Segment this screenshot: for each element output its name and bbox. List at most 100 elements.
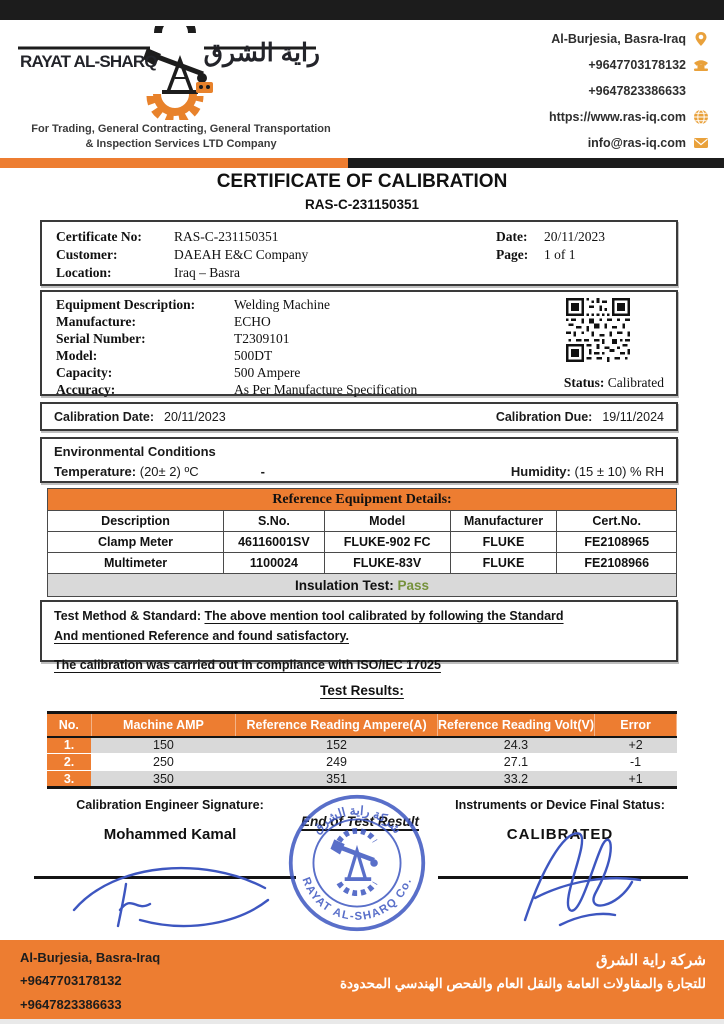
certificate-code: RAS-C-231150351 — [304, 197, 420, 212]
model-value: 500DT — [234, 348, 273, 363]
status-value: Calibrated — [607, 375, 664, 390]
certificate-info-box: Certificate No: RAS-C-231150351 Customer:… — [40, 220, 678, 286]
table-row: Clamp Meter 46116001SV FLUKE-902 FC FLUK… — [46, 531, 677, 553]
test-results-table: No. Machine AMP Reference Reading Ampere… — [47, 711, 677, 789]
cell: 2. — [47, 753, 92, 771]
top-black-bar — [0, 0, 724, 20]
manufacture-label: Manufacture: — [56, 314, 136, 329]
test-method-line2: And mentioned Reference and found satisf… — [54, 629, 349, 643]
engineer-signature-label: Calibration Engineer Signature: — [76, 798, 264, 812]
col-ref-ampere: Reference Reading Ampere(A) — [235, 712, 438, 738]
footer-band: Al-Burjesia, Basra-Iraq +9647703178132 +… — [0, 940, 724, 1020]
contact-block: Al-Burjesia, Basra-Iraq +9647703178132 +… — [480, 30, 710, 160]
customer-value: DAEAH E&C Company — [174, 247, 309, 262]
col-no: No. — [47, 712, 92, 738]
page-value: 1 of 1 — [544, 247, 576, 262]
contact-phone2: +9647823386633 — [480, 82, 710, 99]
equipment-description-value: Welding Machine — [234, 297, 331, 312]
table-row: 2. 250 249 27.1 -1 — [47, 753, 677, 771]
cell: 1100024 — [223, 552, 325, 574]
serial-number-value: T2309101 — [234, 331, 290, 346]
brand-name-english: RAYAT AL-SHARQ — [20, 52, 158, 71]
insulation-test-row: Insulation Test: Pass — [47, 573, 677, 597]
engineer-signature-scribble — [72, 866, 270, 928]
footer-address: Al-Burjesia, Basra-Iraq — [20, 950, 161, 965]
cell: Clamp Meter — [46, 531, 225, 553]
cell: 152 — [235, 736, 438, 754]
tagline-line1: For Trading, General Contracting, Genera… — [31, 123, 331, 135]
equipment-status: Status: Calibrated — [564, 375, 664, 391]
cell: +1 — [594, 770, 677, 788]
qr-code — [566, 298, 630, 362]
contact-phone1: +9647703178132 — [480, 56, 710, 73]
cell: 249 — [235, 753, 438, 771]
calibration-due-label: Calibration Due: — [495, 409, 593, 424]
insulation-test-value: Pass — [397, 577, 430, 593]
company-logo: RAYAT AL-SHARQ راية الشرق — [10, 26, 322, 120]
col-sno: S.No. — [223, 510, 325, 532]
calibration-dates-box: Calibration Date: 20/11/2023 Calibration … — [40, 402, 678, 431]
end-of-test-note: End of Test Result — [300, 814, 419, 829]
stamp-pumpjack-icon — [330, 828, 378, 897]
certificate-no-label: Certificate No: — [56, 229, 142, 244]
gear-bottom-icon — [146, 93, 204, 120]
contact-address: Al-Burjesia, Basra-Iraq — [480, 30, 710, 47]
environmental-conditions-box: Environmental Conditions Temperature: (2… — [40, 437, 678, 483]
accuracy-label: Accuracy: — [56, 382, 116, 397]
cell: 1. — [47, 736, 92, 754]
cell: +2 — [594, 736, 677, 754]
phone2-text: +9647823386633 — [588, 83, 686, 98]
test-method-box: Test Method & Standard: The above mentio… — [40, 600, 678, 672]
model-label: Model: — [56, 348, 98, 363]
signature-line-right — [438, 876, 688, 879]
environmental-heading: Environmental Conditions — [54, 444, 216, 459]
tagline-line2: & Inspection Services LTD Company — [85, 137, 277, 150]
page-label: Page: — [496, 247, 529, 262]
cell: 350 — [91, 770, 236, 788]
brand-name-arabic: راية الشرق — [203, 39, 320, 67]
header-band-black — [348, 158, 724, 168]
certificate-no-value: RAS-C-231150351 — [174, 229, 279, 244]
temperature-label: Temperature: — [54, 464, 137, 479]
cell: 150 — [91, 736, 236, 754]
footer-phone2: +9647823386633 — [20, 996, 122, 1012]
footer-contact: Al-Burjesia, Basra-Iraq +9647703178132 +… — [20, 946, 160, 1016]
cell: 27.1 — [437, 753, 595, 771]
website-text: https://www.ras-iq.com — [548, 109, 686, 124]
test-results-heading: Test Results: — [320, 683, 404, 698]
table-row: 1. 150 152 24.3 +2 — [47, 736, 677, 754]
location-value: Iraq – Basra — [174, 265, 240, 280]
final-status-value: CALIBRATED — [506, 826, 614, 843]
col-error: Error — [594, 712, 677, 738]
cell: FLUKE-83V — [323, 552, 451, 574]
gear-top-icon — [151, 26, 199, 34]
globe-icon — [693, 109, 710, 125]
col-ref-volt: Reference Reading Volt(V) — [437, 712, 596, 738]
col-description: Description — [46, 510, 225, 532]
location-pin-icon — [693, 31, 710, 47]
status-label: Status: — [563, 375, 605, 390]
cell: 24.3 — [437, 736, 595, 754]
calibration-date-value: 20/11/2023 — [164, 409, 226, 424]
email-icon — [693, 135, 710, 151]
temperature-value: (20± 2) ºC — [139, 464, 199, 479]
company-stamp: شركة راية الشرق RAYAT AL-SHARQ Co. — [288, 794, 426, 932]
col-machine-amp: Machine AMP — [91, 712, 237, 738]
pumpjack-icon — [143, 48, 213, 94]
cell: FLUKE — [449, 552, 558, 574]
customer-label: Customer: — [56, 247, 118, 262]
calibration-date: Calibration Date: 20/11/2023 — [54, 410, 226, 424]
contact-website: https://www.ras-iq.com — [480, 108, 710, 125]
manufacture-value: ECHO — [234, 314, 271, 329]
phone-icon — [693, 57, 710, 73]
reference-equipment-table: Reference Equipment Details: Description… — [46, 488, 677, 597]
humidity-label: Humidity: — [510, 464, 571, 479]
capacity-value: 500 Ampere — [234, 365, 301, 380]
col-certno: Cert.No. — [556, 510, 677, 532]
table-row: Multimeter 1100024 FLUKE-83V FLUKE FE210… — [46, 552, 677, 574]
date-value: 20/11/2023 — [544, 229, 606, 244]
cell: -1 — [594, 753, 677, 771]
phone1-text: +9647703178132 — [588, 57, 686, 72]
location-label: Location: — [56, 265, 112, 280]
cell: Multimeter — [46, 552, 225, 574]
